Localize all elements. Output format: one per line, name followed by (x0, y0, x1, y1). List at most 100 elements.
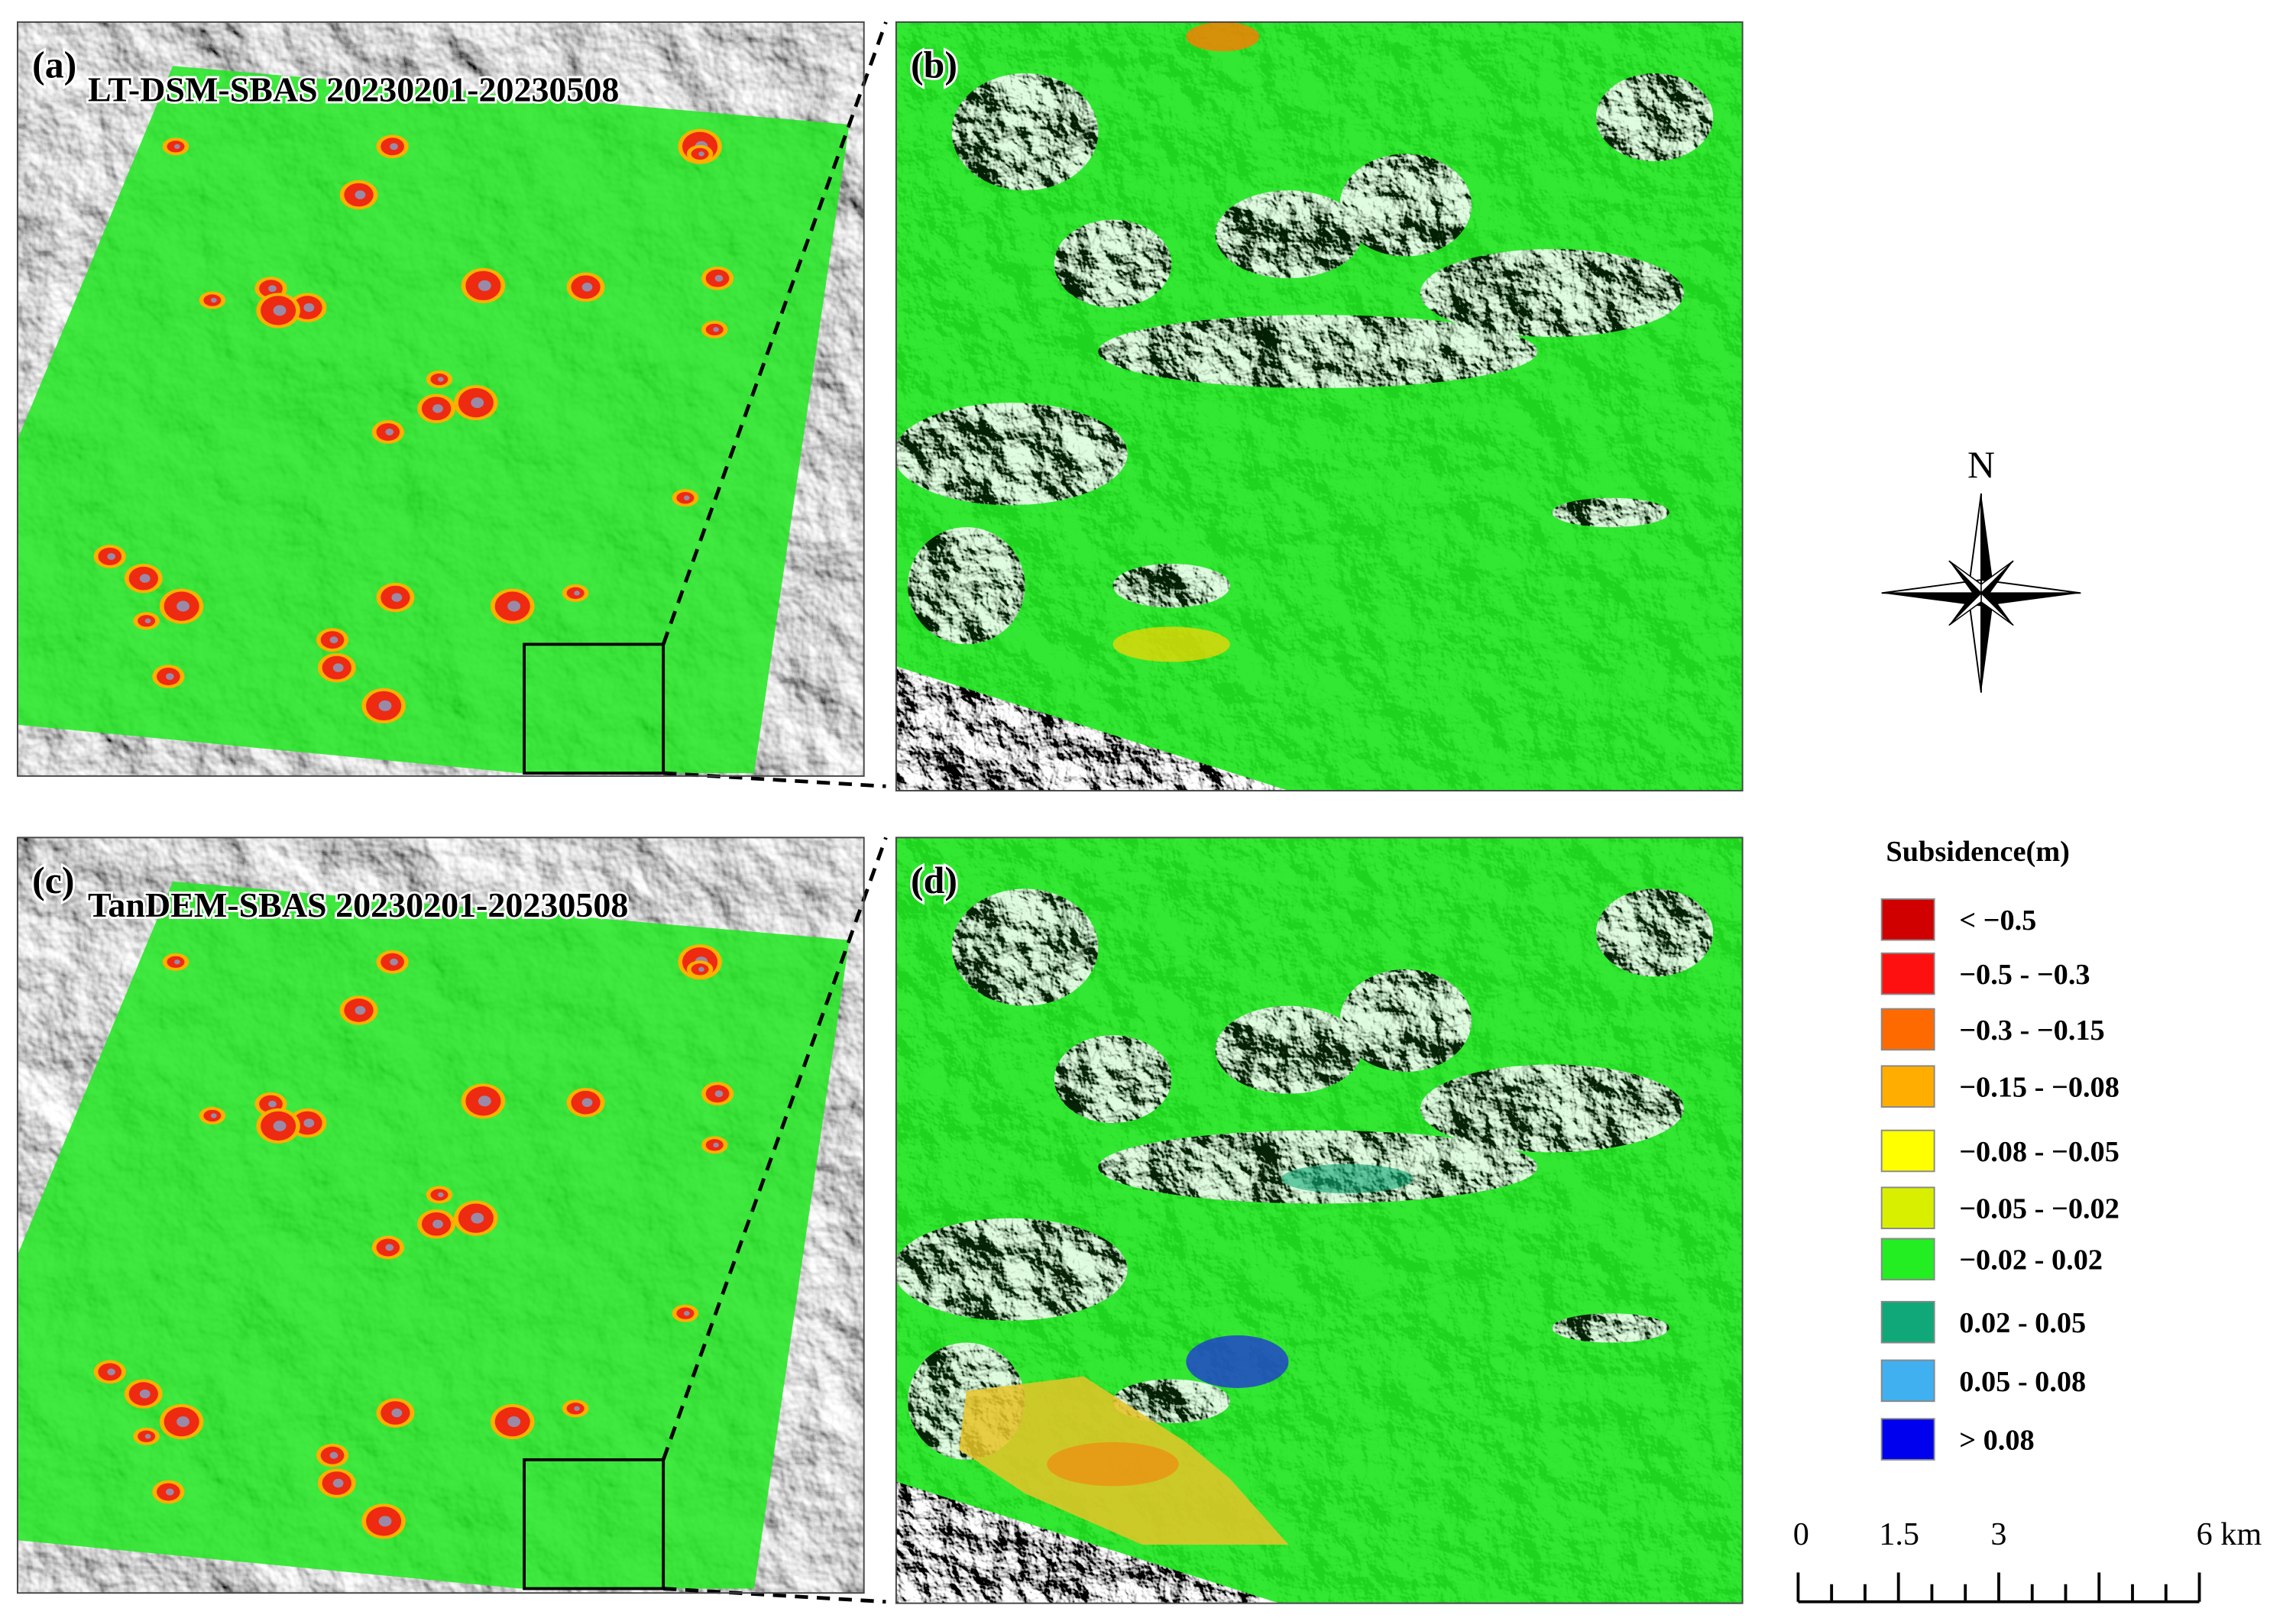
subsidence-spot (698, 151, 704, 157)
subsidence-spot (713, 1142, 719, 1148)
subsidence-spot (713, 327, 719, 332)
legend-swatch (1880, 1300, 1935, 1344)
subsidence-spot (385, 429, 394, 435)
scale-label: 0 (1793, 1516, 1809, 1552)
zoom-link (663, 1587, 886, 1604)
map-panel: (b) (895, 21, 1744, 792)
north-label: N (1967, 444, 1995, 486)
subsidence-spot (176, 1416, 189, 1428)
legend-swatch (1880, 952, 1935, 995)
subsidence-spot (438, 377, 444, 382)
subsidence-spot (478, 1095, 491, 1107)
subsidence-spot (174, 144, 180, 149)
subsidence-spot (165, 673, 174, 681)
subsidence-patch (1186, 21, 1260, 52)
legend-swatch (1880, 1238, 1935, 1281)
subsidence-spot (268, 1100, 277, 1108)
zoom-link (661, 21, 888, 646)
panel-label: (c) (32, 859, 74, 901)
legend-label: −0.5 - −0.3 (1959, 959, 2090, 991)
subsidence-spot (698, 966, 704, 972)
subsidence-spot (432, 1219, 443, 1229)
legend-label: −0.05 - −0.02 (1959, 1193, 2120, 1225)
panel-title: TanDEM-SBAS 20230201-20230508 (88, 885, 628, 924)
subsidence-spot (332, 1478, 344, 1488)
subsidence-spot (303, 303, 315, 312)
arrow-half (1980, 493, 1995, 594)
subsidence-spot (176, 600, 189, 612)
subsidence-spot (581, 1098, 593, 1107)
panel-label: (a) (32, 44, 76, 86)
panel-frame (17, 21, 865, 777)
subsidence-spot (581, 283, 593, 292)
subsidence-spot (329, 1451, 338, 1459)
panel-content (17, 837, 864, 1594)
subsidence-spot (390, 958, 398, 966)
legend-label: −0.15 - −0.08 (1959, 1072, 2120, 1104)
subsidence-spot (355, 190, 366, 199)
subsidence-spot (268, 285, 277, 293)
arrow-half (1980, 593, 2081, 607)
subsidence-spot (210, 1113, 217, 1118)
subsidence-spot (574, 591, 580, 596)
subsidence-spot (432, 404, 443, 413)
legend-swatch (1880, 1129, 1935, 1173)
subsidence-spot (210, 297, 217, 303)
subsidence-spot (714, 1090, 724, 1098)
panel-frame (17, 837, 865, 1594)
legend-label: −0.08 - −0.05 (1959, 1136, 2120, 1168)
panel-label: (b) (911, 44, 957, 86)
panel-content (895, 21, 1743, 791)
legend-swatch (1880, 1065, 1935, 1108)
map-panel: (a) LT-DSM-SBAS 20230201-20230508 (17, 21, 888, 788)
subsidence-spot (139, 1389, 151, 1399)
subsidence-spot (478, 280, 491, 291)
panel-label: (d) (911, 859, 957, 901)
subsidence-spot (683, 495, 690, 500)
north-arrow (1881, 493, 2081, 693)
arrow-diag (1980, 560, 2014, 595)
legend-swatch (1880, 1008, 1935, 1051)
zoom-box (523, 1458, 665, 1590)
legend-label: −0.02 - 0.02 (1959, 1244, 2103, 1277)
subsidence-spot (507, 600, 521, 612)
deformation-area (895, 21, 1743, 791)
subsidence-spot (714, 274, 724, 282)
subsidence-spot (273, 305, 287, 316)
subsidence-spot (144, 1434, 151, 1439)
map-panel: (d) (895, 837, 1744, 1604)
subsidence-spot (303, 1118, 315, 1128)
subsidence-spot (165, 1488, 174, 1496)
subsidence-spot (471, 1212, 484, 1224)
subsidence-spot (574, 1406, 580, 1411)
annotations: N Subsidence(m) < −0.5 −0.5 - −0.3 −0.3 - −0… (1793, 444, 2262, 1603)
legend-label: > 0.08 (1959, 1424, 2034, 1456)
legend-label: < −0.5 (1959, 904, 2036, 937)
subsidence-spot (507, 1416, 521, 1428)
legend-label: 0.02 - 0.05 (1959, 1307, 2086, 1339)
panel-frame (895, 837, 1744, 1604)
subsidence-spot (107, 1368, 116, 1376)
subsidence-spot (144, 618, 151, 623)
subsidence-spot (174, 959, 180, 965)
legend-swatch (1880, 1418, 1935, 1461)
subsidence-spot (438, 1192, 444, 1198)
panel-content (17, 21, 864, 776)
subsidence-spot (273, 1120, 287, 1131)
scale-label: 6 km (2197, 1516, 2262, 1552)
legend-label: −0.3 - −0.15 (1959, 1014, 2105, 1047)
zoom-link (661, 837, 888, 1461)
panel-title: LT-DSM-SBAS 20230201-20230508 (88, 70, 619, 108)
subsidence-patch (1047, 1442, 1179, 1487)
uplift-patch (1186, 1335, 1289, 1388)
arrow-half (1881, 593, 1981, 607)
subsidence-spot (332, 663, 344, 672)
subsidence-spot (390, 143, 398, 150)
arrow-diag (1948, 591, 1982, 626)
subsidence-spot (378, 700, 392, 711)
subsidence-spot (385, 1244, 394, 1251)
subsidence-spot (471, 397, 484, 409)
arrow-half (1980, 593, 1995, 693)
